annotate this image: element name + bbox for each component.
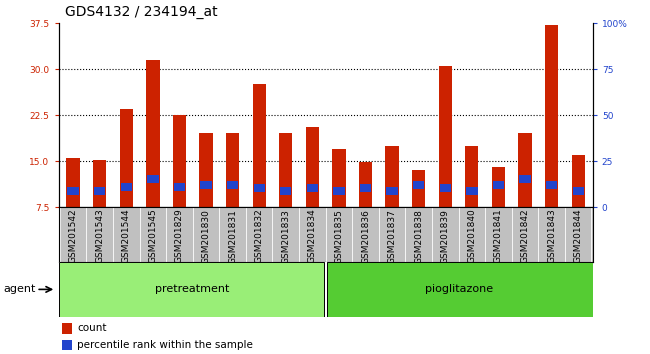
Bar	[518, 133, 532, 207]
Bar	[226, 133, 239, 207]
Bar	[120, 109, 133, 207]
Text: GSM201829: GSM201829	[175, 209, 184, 263]
Bar	[333, 188, 344, 195]
Text: GSM201544: GSM201544	[122, 209, 131, 263]
Text: agent: agent	[3, 284, 36, 295]
Bar	[68, 188, 79, 195]
Bar	[174, 183, 185, 190]
Bar	[519, 175, 530, 183]
Bar	[147, 175, 159, 183]
Bar	[439, 184, 451, 192]
Bar	[146, 60, 159, 207]
Bar	[466, 188, 478, 195]
Bar	[253, 84, 266, 207]
Text: GDS4132 / 234194_at: GDS4132 / 234194_at	[65, 5, 218, 19]
Text: GSM201543: GSM201543	[95, 209, 104, 263]
Text: percentile rank within the sample: percentile rank within the sample	[77, 340, 253, 350]
Text: GSM201836: GSM201836	[361, 209, 370, 264]
Bar	[573, 188, 584, 195]
Text: GSM201831: GSM201831	[228, 209, 237, 264]
Bar	[307, 184, 318, 192]
Bar	[58, 262, 324, 317]
Bar	[200, 181, 212, 189]
Text: GSM201833: GSM201833	[281, 209, 291, 264]
Text: GSM201542: GSM201542	[69, 209, 77, 263]
Bar	[279, 133, 293, 207]
Text: pioglitazone: pioglitazone	[425, 284, 493, 295]
Text: GSM201545: GSM201545	[148, 209, 157, 263]
Bar	[412, 170, 425, 207]
Bar	[387, 188, 398, 195]
Bar	[200, 133, 213, 207]
Bar	[439, 66, 452, 207]
Bar	[173, 115, 186, 207]
Bar	[571, 155, 585, 207]
Bar	[493, 181, 504, 189]
Bar	[93, 160, 107, 207]
Bar	[254, 184, 265, 192]
Text: GSM201838: GSM201838	[414, 209, 423, 264]
Bar	[121, 183, 132, 190]
Bar	[306, 127, 319, 207]
Bar	[492, 167, 505, 207]
Bar	[385, 146, 398, 207]
Bar	[545, 25, 558, 207]
Bar	[360, 184, 371, 192]
Bar	[359, 162, 372, 207]
Text: GSM201830: GSM201830	[202, 209, 211, 264]
Bar	[327, 262, 593, 317]
Bar	[546, 181, 557, 189]
Bar	[280, 188, 291, 195]
Text: count: count	[77, 323, 107, 333]
Text: pretreatment: pretreatment	[155, 284, 229, 295]
Text: GSM201835: GSM201835	[335, 209, 343, 264]
Bar	[227, 181, 239, 189]
Bar	[66, 158, 80, 207]
Text: GSM201841: GSM201841	[494, 209, 503, 263]
Text: GSM201837: GSM201837	[387, 209, 396, 264]
Bar	[332, 149, 346, 207]
Bar	[62, 340, 72, 350]
Text: GSM201844: GSM201844	[574, 209, 582, 263]
Bar	[413, 181, 424, 189]
Text: GSM201843: GSM201843	[547, 209, 556, 263]
Bar	[94, 188, 105, 195]
Text: GSM201839: GSM201839	[441, 209, 450, 264]
Text: GSM201832: GSM201832	[255, 209, 264, 263]
Text: GSM201840: GSM201840	[467, 209, 476, 263]
Text: GSM201842: GSM201842	[521, 209, 530, 263]
Text: GSM201834: GSM201834	[308, 209, 317, 263]
Bar	[465, 146, 478, 207]
Bar	[62, 323, 72, 333]
